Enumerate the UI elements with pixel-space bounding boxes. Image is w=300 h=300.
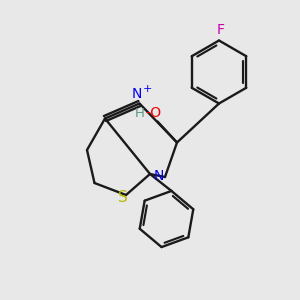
Text: F: F	[217, 23, 224, 37]
Text: N: N	[153, 169, 164, 182]
Text: S: S	[118, 190, 128, 205]
Text: -O: -O	[146, 106, 162, 120]
Text: H: H	[135, 106, 145, 120]
Text: +: +	[143, 84, 153, 94]
Text: N: N	[132, 87, 142, 101]
